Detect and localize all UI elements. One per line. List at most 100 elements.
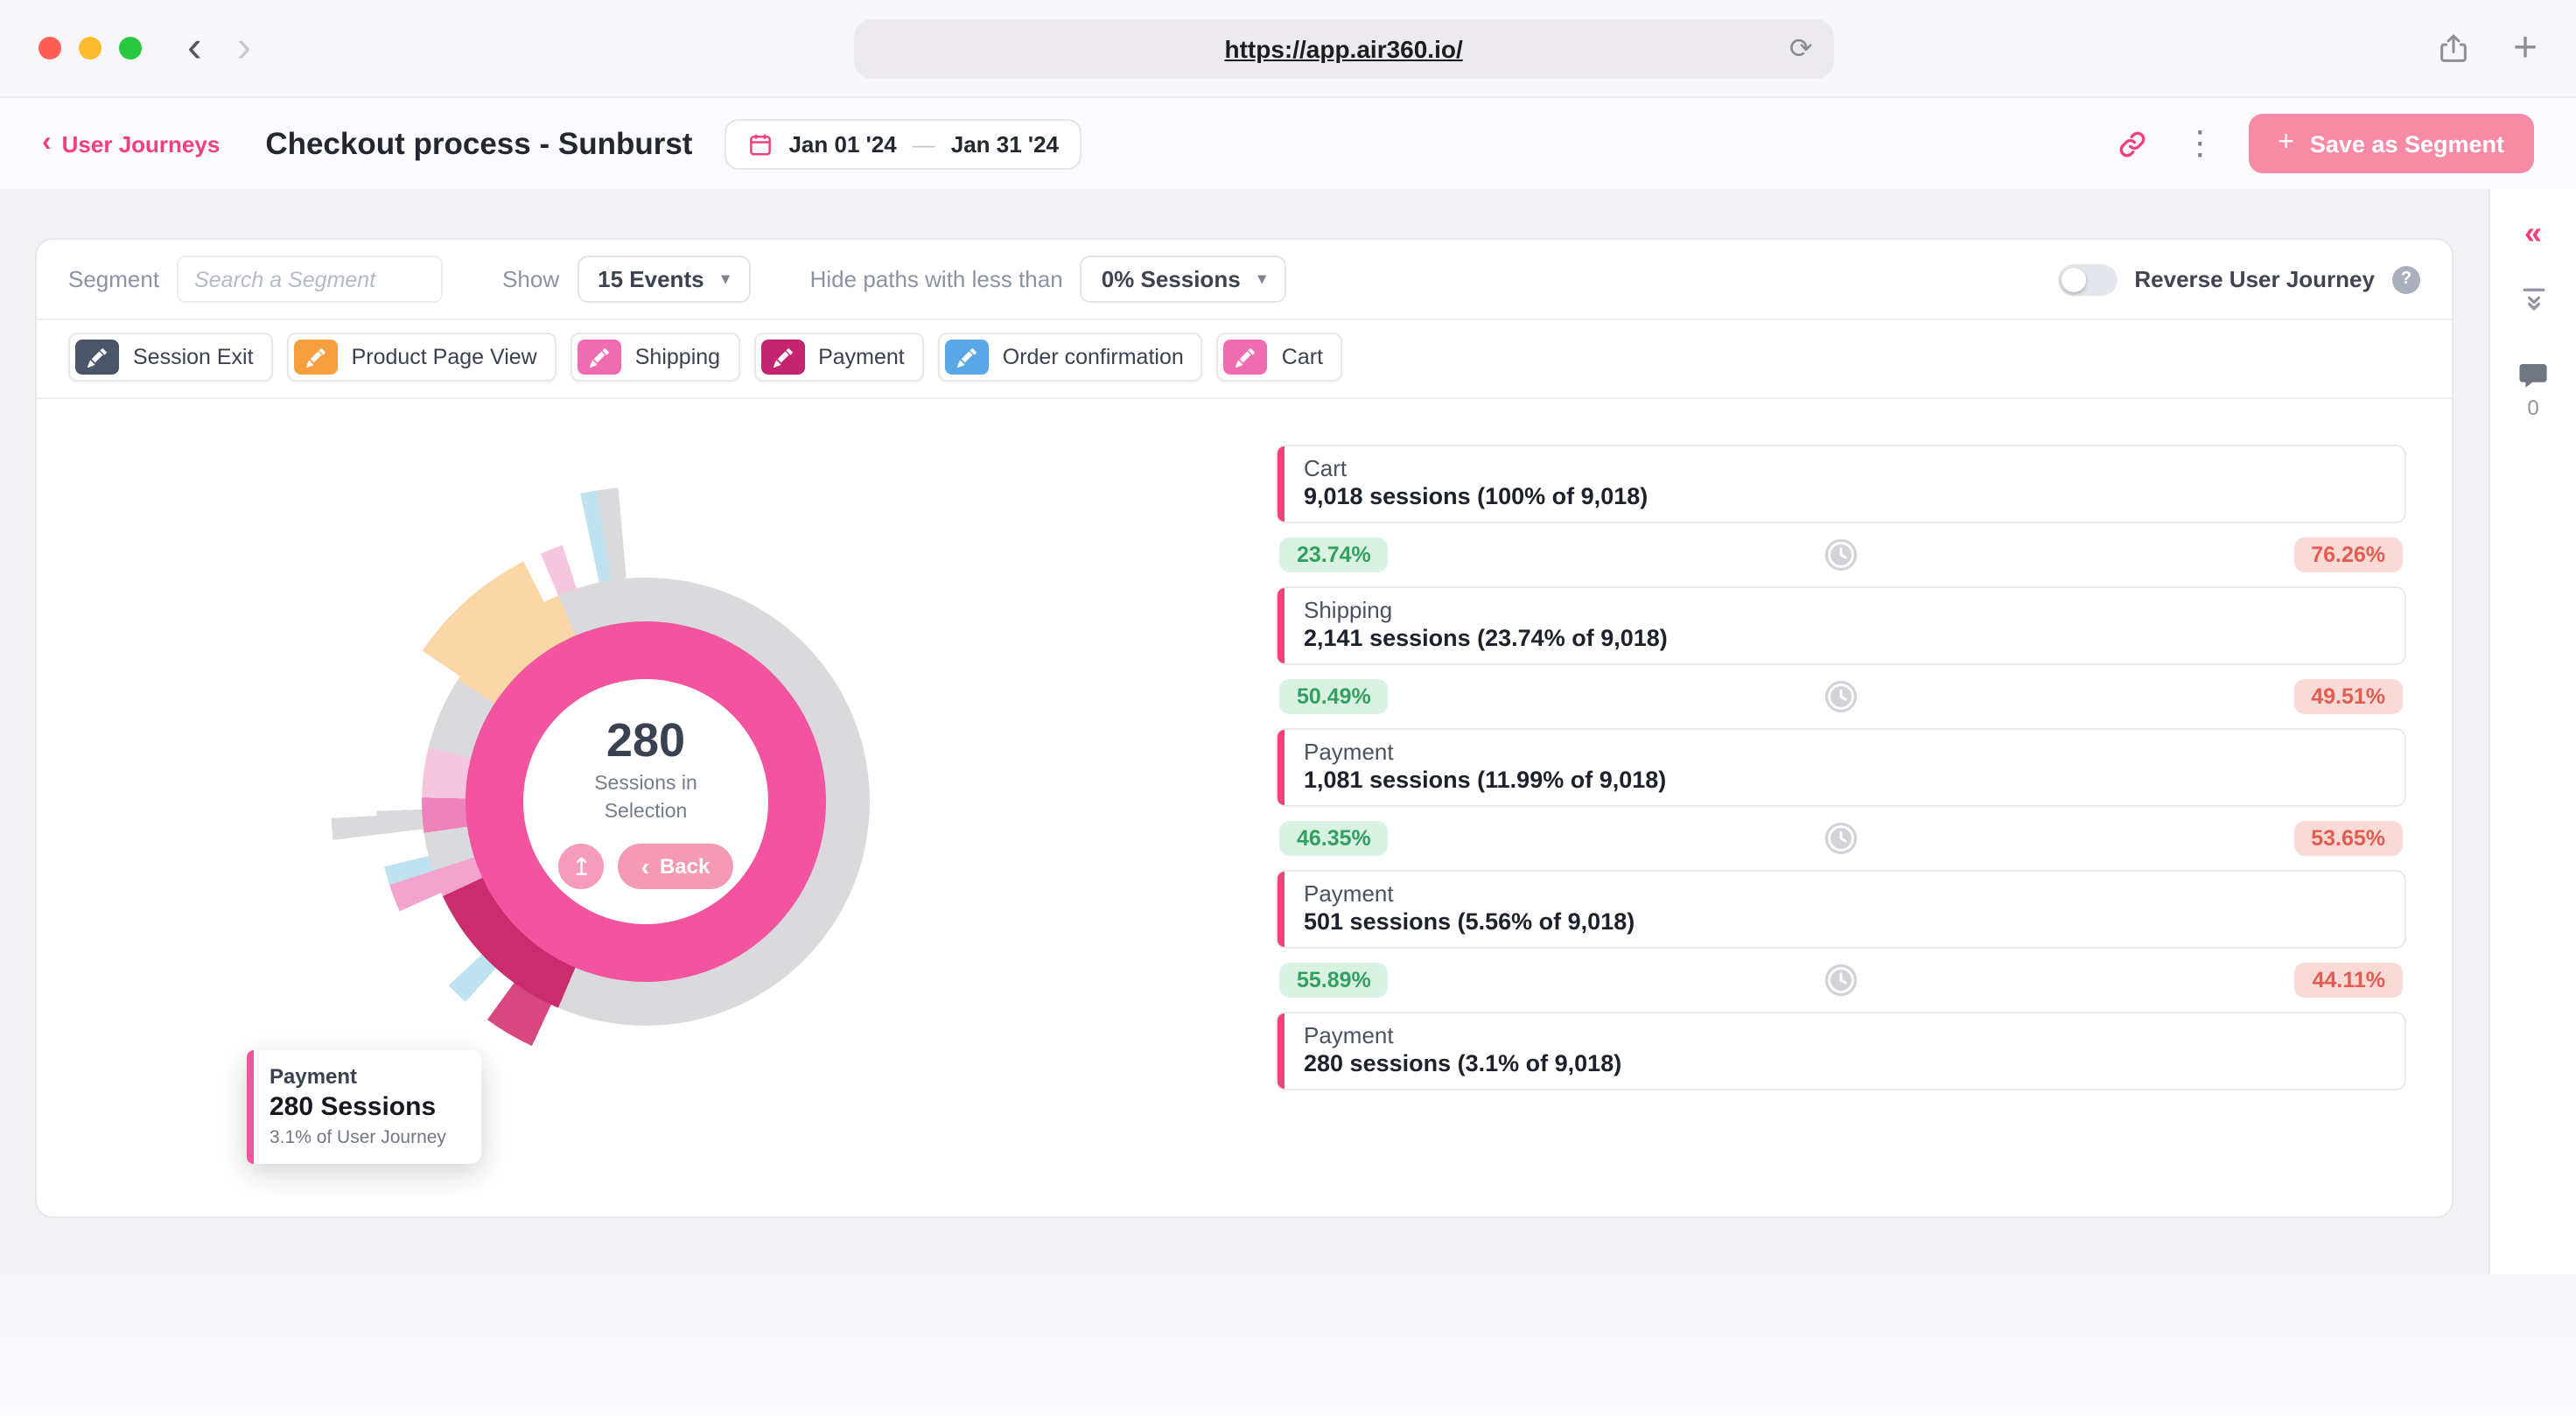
legend-chip-shipping[interactable]: Shipping: [570, 333, 740, 382]
page-footer: [0, 1274, 2576, 1416]
step-row-payment-2[interactable]: Payment 501 sessions (5.56% of 9,018): [1276, 870, 2406, 949]
legend-chip-product-page-view[interactable]: Product Page View: [286, 333, 556, 382]
events-count-value: 15 Events: [598, 266, 704, 292]
comments-button[interactable]: 0: [2516, 359, 2550, 420]
save-as-segment-button[interactable]: + Save as Segment: [2248, 114, 2534, 173]
app-header: ‹ User Journeys Checkout process - Sunbu…: [0, 98, 2576, 189]
legend-chip-cart[interactable]: Cart: [1216, 333, 1343, 382]
pencil-icon: [75, 340, 119, 375]
continue-rate-badge: 55.89%: [1279, 963, 1389, 998]
step-detail: 280 sessions (3.1% of 9,018): [1304, 1050, 1622, 1076]
step-row-payment-3[interactable]: Payment 280 sessions (3.1% of 9,018): [1276, 1012, 2406, 1090]
step-detail: 501 sessions (5.56% of 9,018): [1304, 908, 1635, 935]
legend-label: Payment: [818, 345, 905, 369]
sessions-in-selection-label: Sessions in Selection: [594, 773, 697, 822]
sunburst-chart[interactable]: 280 Sessions in Selection ↥ ‹ Back: [331, 487, 961, 1117]
legend-label: Cart: [1281, 345, 1324, 369]
drop-off-rate-badge: 76.26%: [2293, 537, 2403, 572]
back-to-user-journeys-link[interactable]: ‹ User Journeys: [42, 129, 220, 158]
time-between-steps-icon: [1824, 537, 1858, 572]
journey-toolbar: Segment Show 15 Events ▾ Hide paths with…: [37, 240, 2452, 320]
time-between-steps-icon: [1824, 963, 1859, 998]
toggle-knob: [2061, 267, 2086, 291]
calendar-icon: [749, 133, 771, 155]
new-tab-icon[interactable]: +: [2512, 24, 2538, 71]
address-bar[interactable]: https://app.air360.io/ ⟳: [853, 18, 1834, 78]
continue-rate-badge: 50.49%: [1279, 679, 1389, 714]
step-row-payment-1[interactable]: Payment 1,081 sessions (11.99% of 9,018): [1276, 728, 2406, 807]
legend-chip-payment[interactable]: Payment: [753, 333, 924, 382]
right-rail: « 0: [2488, 189, 2576, 1274]
chevron-down-icon: ▾: [1257, 270, 1266, 287]
step-detail: 1,081 sessions (11.99% of 9,018): [1304, 767, 1667, 793]
step-name: Shipping: [1304, 597, 1393, 623]
show-label: Show: [502, 266, 560, 292]
minimize-window-button[interactable]: [79, 37, 102, 60]
date-end: Jan 31 '24: [950, 130, 1060, 157]
segment-search-input[interactable]: [177, 256, 444, 303]
step-detail: 9,018 sessions (100% of 9,018): [1304, 483, 1648, 509]
continue-rate-badge: 46.35%: [1279, 821, 1389, 856]
share-icon[interactable]: [2436, 31, 2471, 66]
reload-icon[interactable]: ⟳: [1788, 34, 1813, 64]
page-title: Checkout process - Sunburst: [265, 125, 693, 160]
arrow-up-icon: ↥: [570, 852, 592, 880]
collapse-panel-icon[interactable]: «: [2524, 215, 2542, 250]
step-row-shipping[interactable]: Shipping 2,141 sessions (23.74% of 9,018…: [1276, 586, 2406, 665]
workspace: Segment Show 15 Events ▾ Hide paths with…: [0, 189, 2576, 1274]
more-options-icon[interactable]: ⋮: [2183, 125, 2217, 162]
date-start: Jan 01 '24: [788, 130, 897, 157]
drop-off-rate-badge: 53.65%: [2293, 821, 2403, 856]
back-button-label: Back: [659, 854, 710, 880]
time-between-steps-icon: [1824, 821, 1858, 856]
transition-row: 46.35% 53.65%: [1279, 821, 2403, 856]
chevron-down-icon: ▾: [721, 270, 730, 287]
comments-icon: [2519, 364, 2547, 388]
sunburst-chart-area: 280 Sessions in Selection ↥ ‹ Back: [37, 399, 1276, 1216]
step-row-cart[interactable]: Cart 9,018 sessions (100% of 9,018): [1276, 445, 2406, 523]
tooltip-share: 3.1% of User Journey: [270, 1127, 446, 1148]
step-name: Payment: [1304, 1022, 1394, 1048]
back-button[interactable]: ‹ Back: [618, 844, 733, 890]
event-legend: Session Exit Product Page View Shipping …: [37, 320, 2452, 399]
transition-row: 55.89% 44.11%: [1279, 963, 2403, 998]
close-window-button[interactable]: [38, 37, 61, 60]
pencil-icon: [577, 340, 621, 375]
step-name: Payment: [1304, 880, 1394, 907]
zoom-window-button[interactable]: [119, 37, 142, 60]
pencil-icon: [760, 340, 805, 375]
browser-back-icon[interactable]: ‹: [187, 23, 202, 72]
step-name: Cart: [1304, 455, 1348, 481]
url-text: https://app.air360.io/: [1224, 34, 1463, 62]
reverse-journey-label: Reverse User Journey: [2134, 266, 2375, 292]
legend-label: Order confirmation: [1002, 345, 1184, 369]
segment-label: Segment: [68, 266, 160, 292]
hide-paths-dropdown[interactable]: 0% Sessions ▾: [1080, 256, 1287, 303]
segment-tooltip: Payment 280 Sessions 3.1% of User Journe…: [247, 1050, 481, 1164]
comments-count: 0: [2527, 396, 2539, 420]
events-count-dropdown[interactable]: 15 Events ▾: [577, 256, 751, 303]
legend-chip-order-confirmation[interactable]: Order confirmation: [937, 333, 1203, 382]
chevron-left-icon: ‹: [640, 852, 649, 881]
legend-label: Shipping: [634, 345, 721, 369]
date-separator: —: [912, 130, 935, 157]
tooltip-sessions: 280 Sessions: [270, 1092, 437, 1122]
reverse-journey-toggle[interactable]: [2057, 263, 2118, 295]
legend-chip-session-exit[interactable]: Session Exit: [68, 333, 273, 382]
date-range-picker[interactable]: Jan 01 '24 — Jan 31 '24: [724, 118, 1082, 169]
sessions-in-selection-value: 280: [606, 713, 686, 767]
help-icon[interactable]: ?: [2392, 265, 2420, 293]
pencil-icon: [1223, 340, 1268, 375]
legend-label: Product Page View: [351, 345, 537, 369]
drop-off-rate-badge: 44.11%: [2294, 963, 2403, 998]
tooltip-step-name: Payment: [270, 1064, 358, 1089]
hide-paths-value: 0% Sessions: [1101, 266, 1241, 292]
jump-to-top-button[interactable]: ↥: [558, 844, 605, 890]
share-link-icon[interactable]: [2115, 127, 2148, 160]
pencil-icon: [944, 340, 989, 375]
continue-rate-badge: 23.74%: [1279, 537, 1389, 572]
save-as-segment-label: Save as Segment: [2309, 130, 2504, 157]
scroll-to-bottom-icon[interactable]: [2517, 284, 2549, 324]
time-between-steps-icon: [1824, 679, 1858, 714]
